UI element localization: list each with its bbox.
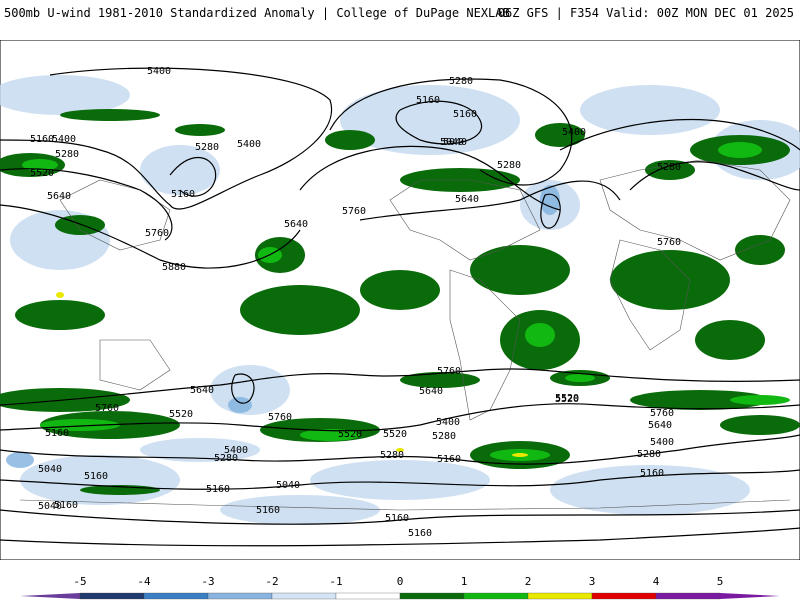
legend-tick-label: -2	[265, 575, 278, 588]
contour-label: 5160	[256, 505, 280, 516]
legend-tick-label: -4	[137, 575, 151, 588]
contour-label: 5400	[224, 445, 248, 456]
contour-label: 5760	[437, 366, 461, 377]
peak-positive-shading	[56, 292, 528, 457]
model-valid-time: 06Z GFS | F354 Valid: 00Z MON DEC 01 202…	[497, 6, 794, 20]
contour-label: 5640	[648, 420, 672, 431]
strong-negative-shading	[6, 185, 560, 468]
contour-label: 5400	[650, 437, 674, 448]
contour-label: 5640	[284, 219, 308, 230]
contour-label: 5280	[380, 450, 404, 461]
contour-label: 5400	[147, 66, 171, 77]
legend-segment	[591, 592, 657, 600]
contour-label: 5160	[54, 500, 78, 511]
contour-label: 5280	[432, 431, 456, 442]
contour-label: 5760	[145, 228, 169, 239]
contour-label: 5760	[95, 403, 119, 414]
color-legend: -5 -4 -3 -2 -1 0 1 2 3 4 5	[20, 575, 780, 600]
contour-label: 5520	[555, 394, 579, 405]
contour-label: 5160	[416, 95, 440, 106]
contour-labels: 5400 5280 5160 5400 5040 5280 5160 5400 …	[30, 66, 681, 539]
legend-tick-label: 0	[397, 575, 404, 588]
legend-segment	[79, 592, 145, 600]
contour-label: 5160	[30, 134, 54, 145]
legend-segment	[271, 592, 337, 600]
contour-label: 5760	[657, 237, 681, 248]
global-map: 5400 5280 5160 5400 5040 5280 5160 5400 …	[0, 40, 800, 560]
contour-label: 5280	[55, 149, 79, 160]
legend-segment	[207, 592, 273, 600]
legend-segment	[655, 592, 721, 600]
contour-label: 5640	[47, 191, 71, 202]
contour-label: 5640	[419, 386, 443, 397]
legend-segments	[20, 592, 780, 600]
contour-label: 5160	[206, 484, 230, 495]
contour-label: 5400	[436, 417, 460, 428]
legend-tick-label: 2	[525, 575, 532, 588]
legend-tick-label: -5	[73, 575, 86, 588]
legend-tick-label: -3	[201, 575, 214, 588]
contour-label: 5040	[38, 464, 62, 475]
contour-label: 5520	[555, 393, 579, 404]
contour-label: 5520	[30, 168, 54, 179]
legend-segment	[463, 592, 529, 600]
height-contours	[0, 67, 800, 547]
contour-label: 5280	[449, 76, 473, 87]
contour-label: 5640	[455, 194, 479, 205]
contour-label: 5520	[383, 429, 407, 440]
contour-label: 5160	[640, 468, 664, 479]
contour-label: 5520	[338, 429, 362, 440]
legend-tick-label: 4	[653, 575, 660, 588]
contour-label: 5760	[268, 412, 292, 423]
legend-segment	[527, 592, 593, 600]
map-title: 500mb U-wind 1981-2010 Standardized Anom…	[4, 6, 510, 20]
contour-label: 5880	[162, 262, 186, 273]
contour-label: 5760	[342, 206, 366, 217]
contour-label: 5040	[276, 480, 300, 491]
contour-label: 5400	[237, 139, 261, 150]
contour-label: 5760	[650, 408, 674, 419]
legend-tick-label: 5	[717, 575, 724, 588]
contour-label: 5160	[45, 428, 69, 439]
legend-ticks: -5 -4 -3 -2 -1 0 1 2 3 4 5	[73, 575, 723, 588]
contour-label: 5640	[190, 385, 214, 396]
contour-label: 5040	[38, 501, 62, 512]
contour-label: 5160	[408, 528, 432, 539]
contour-label: 5160	[385, 513, 409, 524]
strong-positive-shading	[22, 142, 790, 461]
legend-segment	[335, 592, 401, 600]
contour-label: 5280	[497, 160, 521, 171]
contour-label: 5280	[657, 162, 681, 173]
contour-label: 5040	[440, 137, 464, 148]
legend-segment	[143, 592, 209, 600]
contour-label: 5160	[84, 471, 108, 482]
legend-tick-label: 1	[461, 575, 468, 588]
legend-segment	[399, 592, 465, 600]
legend-tick-label: -1	[329, 575, 342, 588]
contour-label: 5160	[171, 189, 195, 200]
legend-tick-label: 3	[589, 575, 596, 588]
contour-label: 5040	[443, 137, 467, 148]
contour-label: 5280	[637, 449, 661, 460]
legend-arrow-left	[20, 593, 80, 599]
contour-label: 5280	[214, 453, 238, 464]
contour-label: 5400	[562, 127, 586, 138]
contour-label: 5160	[437, 454, 461, 465]
contour-label: 5280	[195, 142, 219, 153]
legend-arrow-right	[720, 593, 780, 599]
contour-label: 5520	[169, 409, 193, 420]
contour-label: 5160	[453, 109, 477, 120]
contour-label: 5400	[52, 134, 76, 145]
